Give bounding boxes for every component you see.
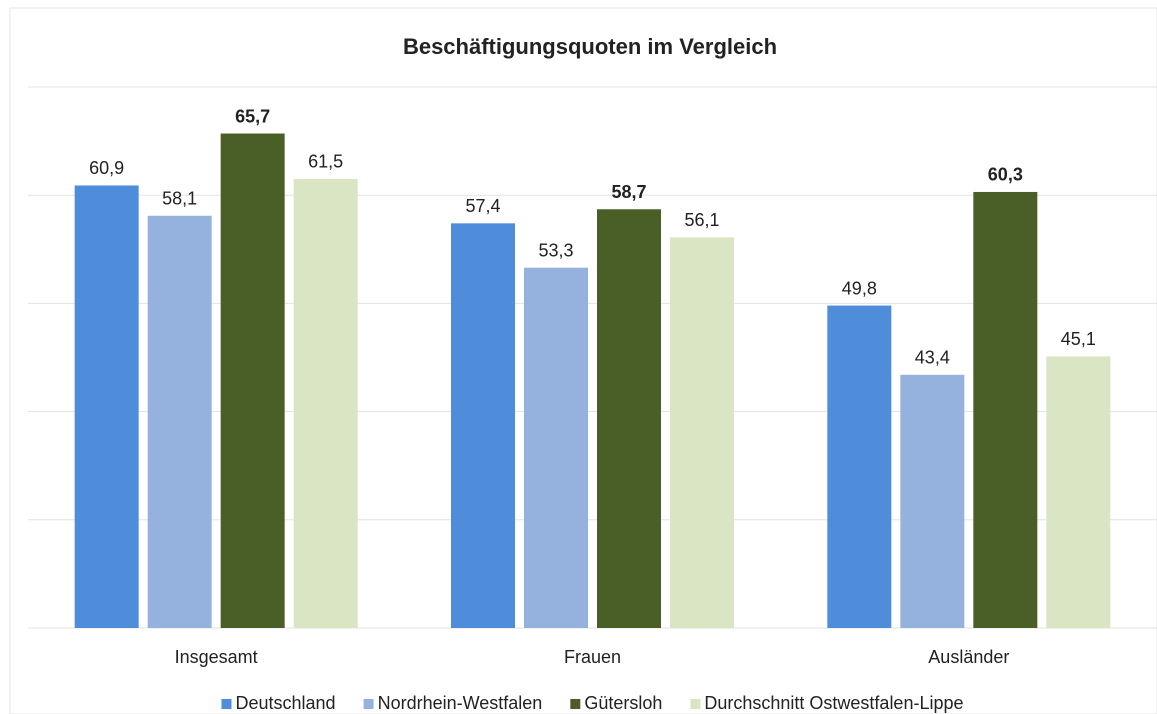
bar [900,374,965,628]
x-tick-label: Ausländer [928,647,1009,667]
bar [973,191,1038,629]
legend-label: Nordrhein-Westfalen [378,693,543,713]
x-tick-label: Insgesamt [175,647,258,667]
legend-label: Gütersloh [584,693,662,713]
bar [670,237,734,628]
data-label: 53,3 [538,240,573,260]
bar [147,215,212,628]
legend-swatch [570,699,581,709]
bar [597,209,661,629]
data-label: 57,4 [465,196,500,216]
data-label: 58,1 [162,189,197,209]
x-tick-label: Frauen [564,647,621,667]
bar [1046,356,1111,628]
data-label: 56,1 [684,210,719,230]
chart-title: Beschäftigungsquoten im Vergleich [403,34,777,59]
data-label: 45,1 [1061,329,1096,349]
legend-swatch [690,699,701,709]
bar [524,267,588,628]
bar [220,133,285,628]
bar [74,185,139,628]
data-label: 60,3 [988,165,1023,185]
data-label: 49,8 [842,278,877,298]
legend-swatch [221,699,232,709]
data-label: 65,7 [235,106,270,126]
data-label: 58,7 [611,182,646,202]
bar [827,305,892,628]
legend-label: Durchschnitt Ostwestfalen-Lippe [704,693,963,713]
legend-label: Deutschland [236,693,336,713]
bar [451,223,515,628]
data-label: 60,9 [89,158,124,178]
bar [293,178,358,628]
legend-swatch [363,699,374,709]
data-label: 43,4 [915,348,950,368]
data-label: 61,5 [308,152,343,172]
